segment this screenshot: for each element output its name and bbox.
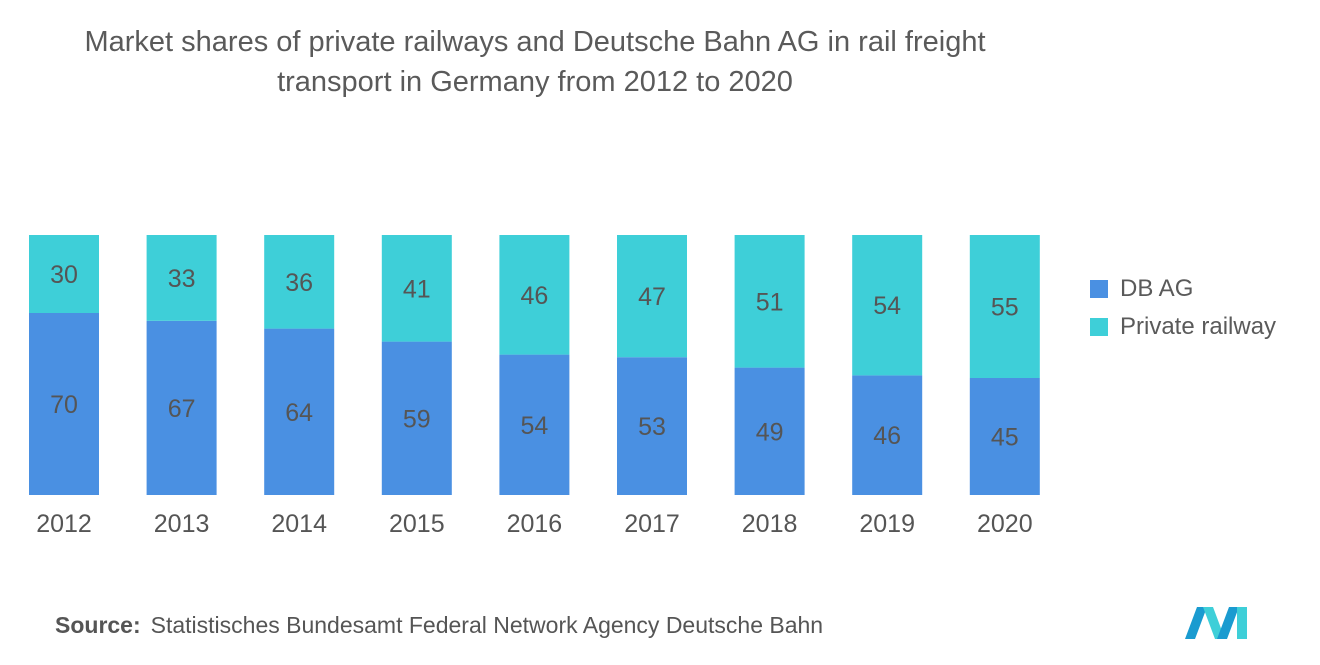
source-label: Source: xyxy=(55,612,141,638)
data-label-private-railway-2013: 33 xyxy=(168,265,196,293)
chart-title-line-1: Market shares of private railways and De… xyxy=(84,26,986,58)
bar-db-ag-2014 xyxy=(264,328,335,495)
data-label-private-railway-2015: 41 xyxy=(403,275,431,303)
source-note: Source: Statistisches Bundesamt Federal N… xyxy=(55,612,823,639)
bar-db-ag-2015 xyxy=(381,341,452,495)
bar-private-railway-2020 xyxy=(969,235,1040,378)
x-tick-label-2013: 2013 xyxy=(154,510,210,538)
bar-db-ag-2020 xyxy=(969,378,1040,495)
data-label-db-ag-2019: 46 xyxy=(873,422,901,450)
chart-title: Market shares of private railways and De… xyxy=(0,22,1070,102)
bar-db-ag-2017 xyxy=(617,357,687,495)
x-tick-label-2015: 2015 xyxy=(389,510,445,538)
brand-logo-icon xyxy=(1185,607,1247,639)
data-label-db-ag-2017: 53 xyxy=(638,413,666,441)
bar-private-railway-2018 xyxy=(734,235,805,368)
data-label-private-railway-2020: 55 xyxy=(991,294,1019,322)
x-tick-label-2016: 2016 xyxy=(507,510,563,538)
data-label-db-ag-2020: 45 xyxy=(991,424,1019,452)
data-label-private-railway-2019: 54 xyxy=(873,292,901,320)
legend-item-db-ag: DB AG xyxy=(1090,270,1276,308)
bar-private-railway-2015 xyxy=(381,235,452,342)
x-tick-label-2019: 2019 xyxy=(859,510,915,538)
data-label-db-ag-2012: 70 xyxy=(50,391,78,419)
legend-label-db-ag: DB AG xyxy=(1120,275,1194,302)
bar-db-ag-2019 xyxy=(852,375,923,495)
bar-db-ag-2013 xyxy=(146,320,217,495)
data-label-private-railway-2018: 51 xyxy=(756,288,784,316)
data-label-private-railway-2012: 30 xyxy=(50,261,78,289)
x-tick-label-2014: 2014 xyxy=(271,510,327,538)
bar-db-ag-2016 xyxy=(499,354,570,495)
bar-private-railway-2012 xyxy=(29,235,99,313)
legend-swatch-private-railway xyxy=(1090,318,1108,336)
chart-title-line-2: transport in Germany from 2012 to 2020 xyxy=(277,66,793,98)
source-text: Statistisches Bundesamt Federal Network … xyxy=(150,612,824,638)
data-label-db-ag-2015: 59 xyxy=(403,405,431,433)
legend-item-private-railway: Private railway xyxy=(1090,308,1276,346)
x-tick-label-2012: 2012 xyxy=(36,510,92,538)
bar-db-ag-2012 xyxy=(29,313,99,495)
data-label-db-ag-2018: 49 xyxy=(756,418,784,446)
chart-legend: DB AG Private railway xyxy=(1090,270,1276,346)
data-label-private-railway-2016: 46 xyxy=(520,282,548,310)
x-tick-label-2020: 2020 xyxy=(977,510,1033,538)
bar-private-railway-2014 xyxy=(264,235,335,329)
x-tick-label-2017: 2017 xyxy=(624,510,680,538)
legend-swatch-db-ag xyxy=(1090,280,1108,298)
data-label-db-ag-2013: 67 xyxy=(168,395,196,423)
data-label-db-ag-2016: 54 xyxy=(520,412,548,440)
bar-private-railway-2019 xyxy=(852,235,923,376)
bar-private-railway-2016 xyxy=(499,235,570,355)
data-label-private-railway-2014: 36 xyxy=(285,269,313,297)
legend-label-private-railway: Private railway xyxy=(1120,313,1277,340)
data-label-private-railway-2017: 47 xyxy=(638,283,666,311)
bar-private-railway-2017 xyxy=(617,235,687,358)
bar-private-railway-2013 xyxy=(146,235,217,321)
bar-db-ag-2018 xyxy=(734,367,805,495)
x-tick-label-2018: 2018 xyxy=(742,510,798,538)
data-label-db-ag-2014: 64 xyxy=(285,399,313,427)
